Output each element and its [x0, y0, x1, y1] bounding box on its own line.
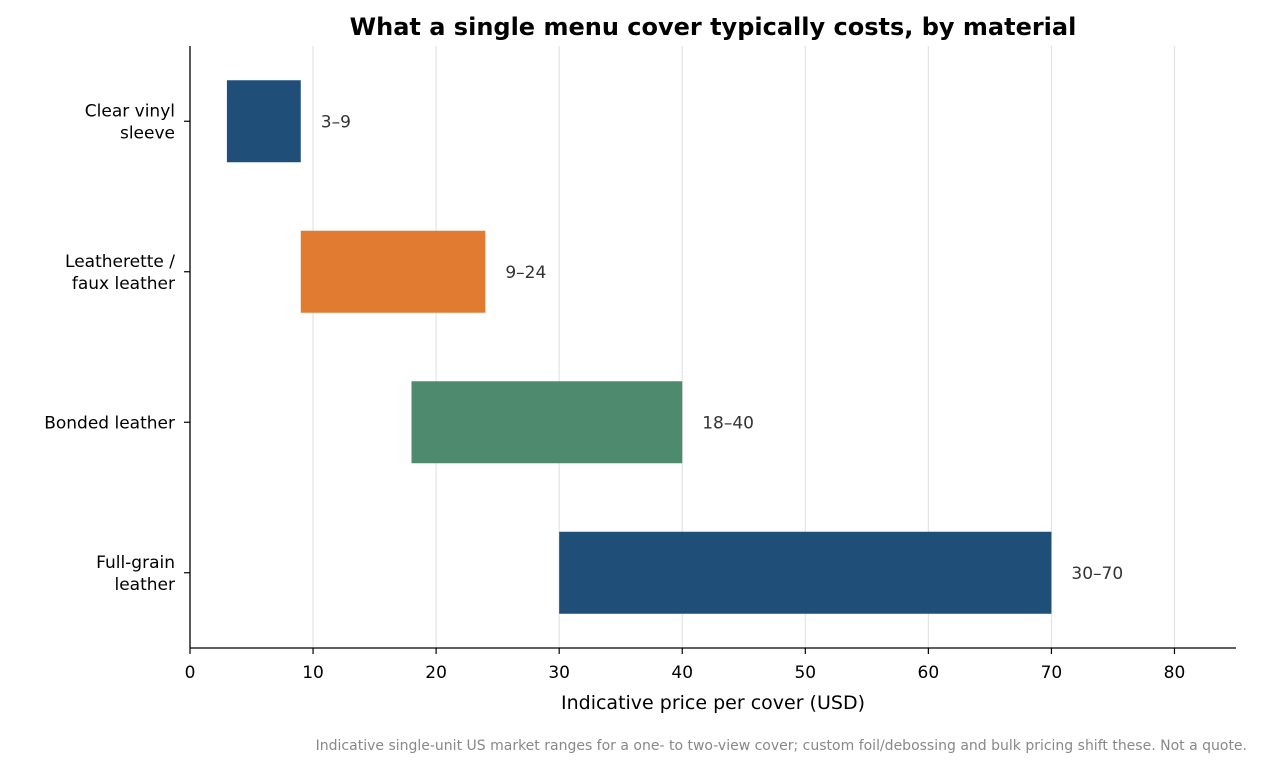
x-tick-label: 20: [425, 663, 447, 683]
category-label: sleeve: [120, 123, 175, 143]
category-label: Leatherette /: [65, 252, 175, 272]
range-bar: [559, 531, 1052, 614]
category-label: Full-grain: [96, 553, 175, 573]
range-bar: [300, 230, 486, 313]
x-axis-label: Indicative price per cover (USD): [561, 692, 865, 714]
bar-value-label: 9–24: [505, 263, 546, 283]
category-label: Clear vinyl: [85, 101, 175, 121]
bar-value-label: 18–40: [702, 413, 754, 433]
bars: [226, 80, 1052, 614]
x-tick-label: 70: [1041, 663, 1063, 683]
bar-value-label: 3–9: [321, 112, 351, 132]
range-bar: [226, 80, 301, 163]
x-tick-label: 10: [302, 663, 324, 683]
x-tick-label: 0: [185, 663, 196, 683]
x-ticks: 0 10 20 30 40 50 60 70 80: [185, 648, 1186, 683]
x-tick-label: 60: [918, 663, 940, 683]
range-bar: [411, 381, 683, 464]
x-tick-label: 80: [1164, 663, 1186, 683]
bar-value-label: 30–70: [1071, 564, 1123, 584]
category-label: leather: [115, 575, 176, 595]
x-tick-label: 30: [548, 663, 570, 683]
chart-title: What a single menu cover typically costs…: [350, 13, 1077, 41]
footnote: Indicative single-unit US market ranges …: [316, 738, 1247, 754]
category-label: Bonded leather: [44, 413, 175, 433]
data-labels: 3–9 9–24 18–40 30–70: [321, 112, 1123, 584]
axes: [189, 46, 1236, 649]
gridlines: [312, 46, 1176, 648]
x-tick-label: 40: [671, 663, 693, 683]
x-tick-label: 50: [794, 663, 816, 683]
category-label: faux leather: [72, 274, 175, 294]
